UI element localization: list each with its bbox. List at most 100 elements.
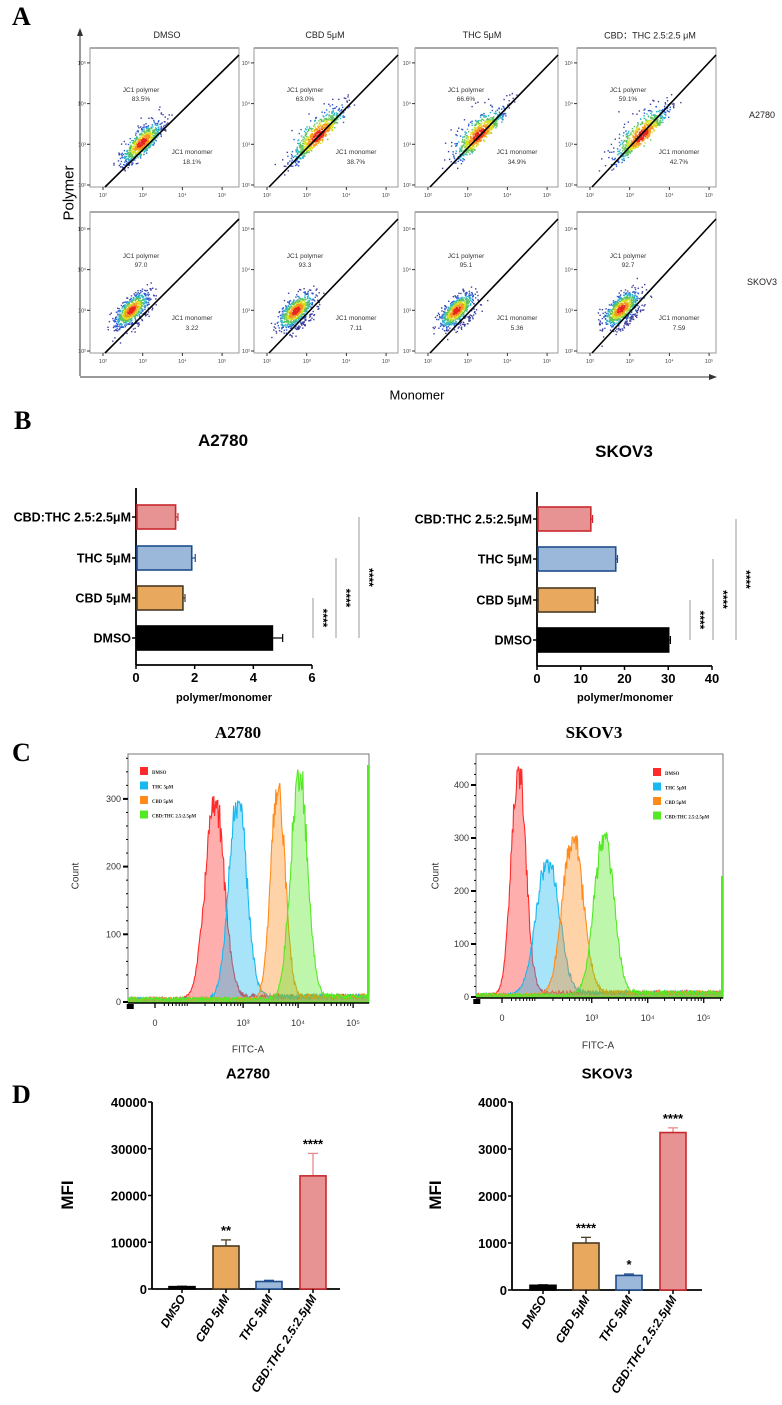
- scatter-point: [158, 120, 160, 122]
- scatter-point: [322, 136, 324, 138]
- x-tick-label: 10⁵: [218, 192, 226, 199]
- scatter-point: [635, 130, 637, 132]
- scatter-point: [302, 156, 304, 158]
- scatter-point: [317, 126, 320, 129]
- scatter-point: [302, 310, 305, 312]
- scatter-point: [119, 317, 121, 319]
- scatter-point: [448, 158, 451, 161]
- scatter-point: [440, 324, 443, 326]
- scatter-point: [129, 159, 131, 162]
- scatter-point: [309, 142, 311, 144]
- scatter-point: [153, 143, 155, 145]
- scatter-point: [304, 296, 306, 298]
- scatter-point: [480, 131, 483, 133]
- scatter-point: [304, 308, 306, 310]
- scatter-point: [618, 137, 621, 139]
- scatter-point: [310, 306, 312, 308]
- scatter-point: [124, 320, 127, 323]
- scatter-point: [632, 113, 634, 115]
- scatter-point: [309, 302, 312, 304]
- scatter-point: [136, 136, 138, 139]
- scatter-point: [294, 321, 296, 323]
- scatter-point: [459, 156, 462, 159]
- scatter-point: [465, 144, 467, 146]
- scatter-point: [483, 125, 486, 127]
- scatter-point: [450, 129, 452, 131]
- scatter-point: [315, 289, 317, 291]
- scatter-point: [648, 129, 650, 131]
- scatter-point: [467, 137, 469, 139]
- scatter-point: [309, 303, 311, 305]
- y-tick-label: 10⁵: [565, 60, 573, 67]
- scatter-point: [626, 143, 629, 145]
- scatter-point: [325, 109, 328, 111]
- scatter-point: [312, 310, 314, 313]
- scatter-point: [498, 108, 500, 110]
- scatter-point: [306, 151, 308, 153]
- scatter-point: [485, 133, 487, 135]
- scatter-point: [347, 107, 349, 109]
- x-tick-label: 10³: [139, 193, 147, 199]
- scatter-point: [473, 134, 475, 136]
- x-tick-label: 10⁴: [178, 358, 187, 365]
- scatter-point: [300, 317, 302, 319]
- scatter-point: [343, 111, 345, 113]
- scatter-point: [450, 303, 452, 305]
- scatter-point: [461, 315, 463, 317]
- scatter-point: [145, 301, 147, 303]
- scatter-point: [323, 124, 325, 126]
- scatter-point: [652, 118, 654, 120]
- scatter-point: [116, 322, 118, 324]
- scatter-point: [159, 123, 161, 126]
- scatter-point: [618, 111, 620, 113]
- scatter-point: [283, 165, 285, 167]
- scatter-point: [443, 317, 445, 319]
- scatter-point: [466, 151, 468, 153]
- scatter-point: [468, 317, 470, 319]
- x-tick-label: 10⁴: [342, 358, 351, 365]
- plot-frame: [253, 211, 399, 354]
- scatter-point: [132, 162, 134, 164]
- scatter-point: [294, 161, 297, 163]
- scatter-point: [666, 100, 669, 102]
- scatter-point: [122, 305, 125, 307]
- scatter-point: [672, 105, 675, 108]
- scatter-point: [467, 142, 470, 145]
- scatter-point: [458, 326, 460, 328]
- scatter-point: [346, 101, 348, 103]
- scatter-point: [300, 135, 303, 137]
- scatter-point: [143, 151, 145, 153]
- scatter-point: [331, 119, 333, 121]
- scatter-point: [618, 133, 621, 136]
- gate-label-monomer: JC1 monomer: [336, 315, 378, 322]
- scatter-point: [477, 143, 479, 145]
- scatter-point: [148, 315, 150, 318]
- scatter-point: [459, 322, 462, 324]
- scatter-point: [465, 308, 468, 310]
- scatter-point: [289, 325, 291, 327]
- scatter-point: [646, 120, 648, 122]
- scatter-point: [293, 155, 296, 158]
- scatter-point: [621, 147, 623, 149]
- scatter-point: [291, 151, 294, 153]
- scatter-point: [466, 291, 468, 294]
- scatter-point: [460, 327, 462, 329]
- scatter-point: [441, 307, 443, 309]
- scatter-point: [455, 162, 457, 164]
- scatter-point: [634, 147, 636, 150]
- scatter-point: [613, 147, 615, 149]
- scatter-point: [150, 117, 153, 119]
- scatter-point: [626, 140, 628, 142]
- scatter-point: [607, 150, 609, 152]
- scatter-point: [141, 295, 143, 298]
- scatter-point: [464, 293, 466, 295]
- scatter-point: [312, 128, 314, 130]
- scatter-point: [124, 319, 126, 321]
- scatter-point: [147, 294, 149, 297]
- gate-label-polymer: JC1 polymer: [610, 87, 647, 94]
- scatter-point: [136, 152, 138, 154]
- scatter-point: [654, 124, 656, 127]
- scatter-point: [471, 292, 473, 294]
- scatter-point: [335, 106, 338, 108]
- scatter-point: [479, 116, 482, 118]
